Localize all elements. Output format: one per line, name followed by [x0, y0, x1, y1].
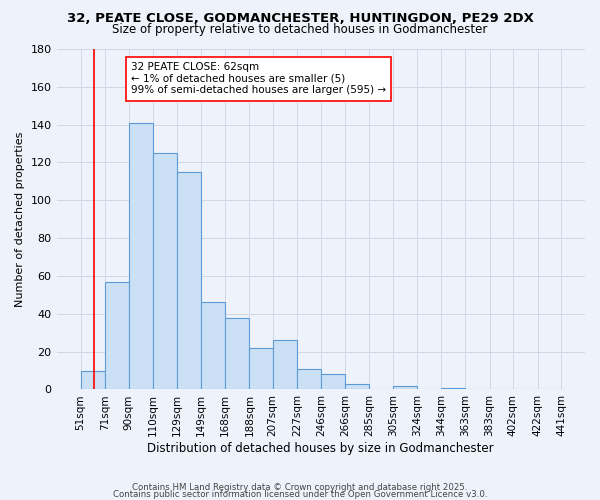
Bar: [321, 374, 346, 390]
Text: Contains public sector information licensed under the Open Government Licence v3: Contains public sector information licen…: [113, 490, 487, 499]
Bar: [250, 348, 273, 390]
Bar: [346, 384, 369, 390]
Bar: [394, 386, 417, 390]
Bar: [128, 123, 153, 390]
Text: Size of property relative to detached houses in Godmanchester: Size of property relative to detached ho…: [112, 22, 488, 36]
Text: 32 PEATE CLOSE: 62sqm
← 1% of detached houses are smaller (5)
99% of semi-detach: 32 PEATE CLOSE: 62sqm ← 1% of detached h…: [131, 62, 386, 96]
Bar: [80, 370, 105, 390]
Text: 32, PEATE CLOSE, GODMANCHESTER, HUNTINGDON, PE29 2DX: 32, PEATE CLOSE, GODMANCHESTER, HUNTINGD…: [67, 12, 533, 26]
Bar: [442, 388, 465, 390]
Bar: [224, 318, 250, 390]
Bar: [298, 368, 321, 390]
Y-axis label: Number of detached properties: Number of detached properties: [15, 132, 25, 307]
Bar: [273, 340, 298, 390]
Bar: [153, 153, 176, 390]
Bar: [176, 172, 201, 390]
Bar: [105, 282, 128, 390]
Bar: [201, 302, 224, 390]
X-axis label: Distribution of detached houses by size in Godmanchester: Distribution of detached houses by size …: [148, 442, 494, 455]
Text: Contains HM Land Registry data © Crown copyright and database right 2025.: Contains HM Land Registry data © Crown c…: [132, 484, 468, 492]
